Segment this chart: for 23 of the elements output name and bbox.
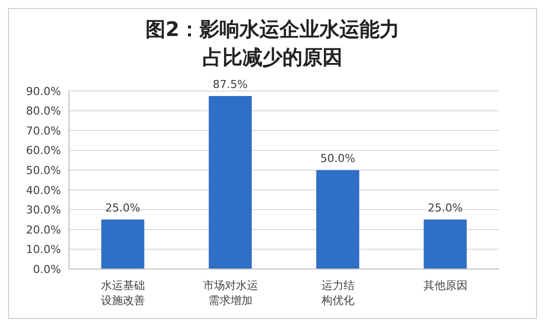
- data-label: 25.0%: [105, 202, 140, 215]
- x-tick-label: 水运基础设施改善: [100, 279, 145, 307]
- data-label: 25.0%: [428, 202, 463, 215]
- y-tick-label: 60.0%: [26, 144, 61, 158]
- y-tick-label: 50.0%: [26, 164, 61, 178]
- data-label: 87.5%: [212, 78, 248, 91]
- y-tick-label: 20.0%: [26, 223, 61, 236]
- x-tick-label: 市场对水运需求增加: [202, 279, 258, 307]
- y-tick-label: 70.0%: [26, 124, 61, 138]
- y-tick-label: 80.0%: [26, 104, 61, 118]
- y-tick-label: 10.0%: [26, 243, 61, 256]
- y-tick-label: 30.0%: [26, 204, 61, 217]
- y-tick-label: 90.0%: [26, 84, 61, 98]
- bar: [208, 96, 252, 269]
- data-label: 50.0%: [320, 152, 356, 166]
- x-tick-label: 其他原因: [423, 279, 468, 292]
- y-tick-label: 0.0%: [33, 262, 61, 276]
- chart-title: 图2：影响水运企业水运能力占比减少的原因: [144, 16, 400, 71]
- bar: [424, 220, 467, 269]
- bar: [316, 170, 360, 269]
- bar: [101, 220, 144, 269]
- y-tick-label: 40.0%: [26, 184, 61, 197]
- x-tick-label: 运力结构优化: [320, 279, 354, 307]
